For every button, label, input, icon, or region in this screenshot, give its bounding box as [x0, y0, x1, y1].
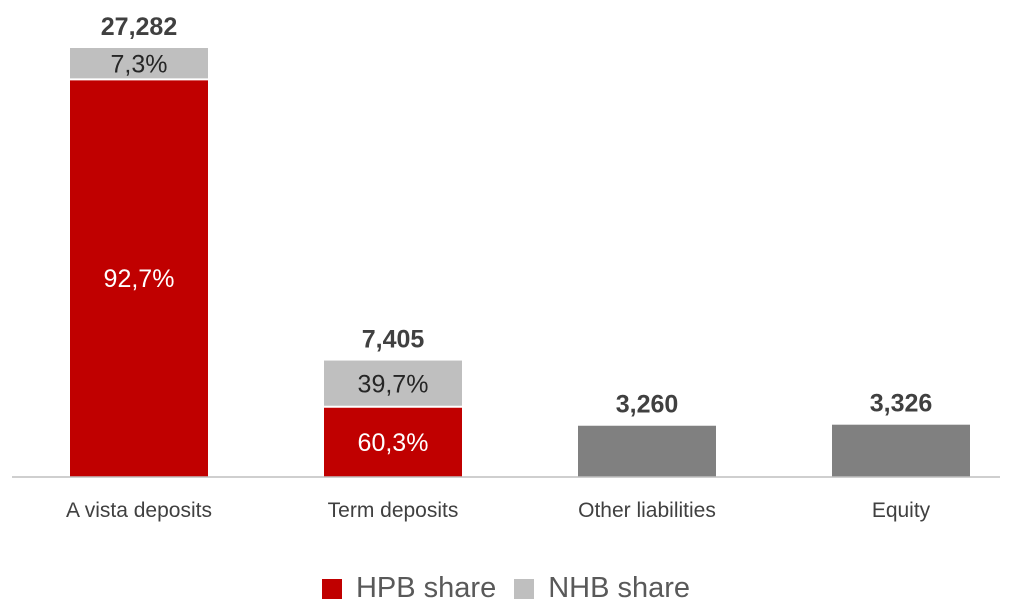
bar-segment-1-1: [324, 360, 462, 407]
category-label: Term deposits: [328, 499, 459, 522]
bar-segment-1-0: [324, 406, 462, 477]
category-label: A vista deposits: [66, 499, 212, 522]
legend-label-hpb: HPB share: [355, 572, 497, 604]
legend: HPB share NHB share: [0, 572, 1012, 605]
legend-label-nhb: NHB share: [548, 572, 691, 604]
legend-swatch-nhb: [514, 578, 535, 599]
segment-label: 39,7%: [358, 371, 429, 399]
bar-group: [70, 48, 970, 477]
category-label: Equity: [872, 499, 931, 522]
legend-item-nhb: NHB share: [514, 572, 690, 605]
bar-segment-0-0: [70, 79, 208, 477]
legend-item-hpb: HPB share: [321, 572, 497, 605]
label-group: 92,7% 7,3% 27,282 A vista deposits 60,3% 39,7…: [66, 13, 932, 522]
legend-swatch-hpb: [321, 578, 342, 599]
bar-total-label: 3,326: [870, 390, 933, 418]
bar-total-label: 27,282: [101, 13, 177, 41]
bar-total-label: 3,260: [616, 391, 679, 419]
bar-segment-2-0: [578, 425, 716, 477]
segment-label: 60,3%: [358, 429, 429, 457]
bar-segment-3-0: [832, 424, 970, 477]
category-label: Other liabilities: [578, 499, 716, 522]
bar-segment-0-1: [70, 48, 208, 80]
segment-label: 92,7%: [104, 265, 175, 293]
segment-label: 7,3%: [111, 51, 168, 79]
bar-total-label: 7,405: [362, 326, 425, 354]
